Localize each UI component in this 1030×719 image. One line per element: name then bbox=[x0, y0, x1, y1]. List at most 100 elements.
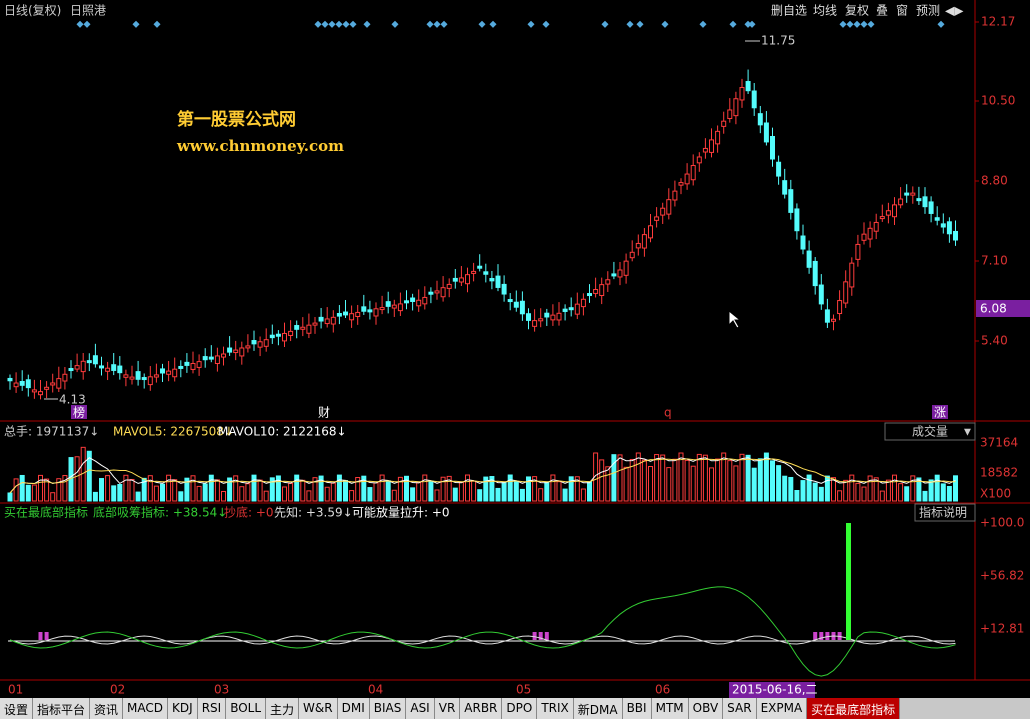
tab[interactable]: BOLL bbox=[226, 698, 267, 719]
candle-body bbox=[690, 165, 696, 181]
candle-body bbox=[587, 293, 592, 297]
candle-body bbox=[745, 81, 751, 92]
volume-bar bbox=[910, 475, 916, 502]
signal-diamond bbox=[729, 20, 737, 28]
volume-bar bbox=[654, 454, 660, 502]
candle-body bbox=[934, 217, 940, 221]
candle-body bbox=[721, 120, 727, 127]
volume-bar bbox=[898, 483, 904, 502]
chart-mode: 日线(复权) bbox=[4, 4, 61, 18]
toolbar-button[interactable]: 均线 bbox=[813, 4, 837, 18]
volume-bar bbox=[318, 475, 324, 502]
toolbar-button[interactable]: 复权 bbox=[845, 4, 869, 18]
tab[interactable]: MACD bbox=[123, 698, 169, 719]
volume-bar bbox=[19, 474, 25, 502]
tab[interactable]: BIAS bbox=[369, 698, 407, 719]
candle-body bbox=[849, 262, 855, 288]
candle-body bbox=[483, 271, 489, 275]
tab[interactable]: ASI bbox=[406, 698, 435, 719]
current-price-box bbox=[976, 300, 1030, 317]
tab[interactable]: MTM bbox=[651, 698, 689, 719]
volume-bar bbox=[38, 474, 43, 502]
volume-bar bbox=[465, 474, 470, 502]
tab[interactable]: TRIX bbox=[537, 698, 574, 719]
volume-bar bbox=[153, 485, 159, 502]
background bbox=[0, 0, 1030, 698]
indicator-stat: 先知: +3.59↓ bbox=[274, 506, 353, 520]
volume-bar bbox=[184, 477, 190, 502]
volume-bar bbox=[422, 474, 428, 502]
help-label[interactable]: 指标说明 bbox=[919, 505, 967, 520]
volume-bar bbox=[879, 490, 885, 502]
toolbar-button[interactable]: 窗 bbox=[896, 4, 908, 18]
candle-body bbox=[25, 379, 31, 389]
signal-diamond bbox=[478, 20, 486, 28]
volume-bar bbox=[166, 474, 172, 502]
signal-diamond bbox=[391, 20, 399, 28]
volume-bar bbox=[709, 467, 714, 502]
signal-spike bbox=[846, 523, 851, 640]
volume-bar bbox=[397, 476, 403, 502]
volume-bar bbox=[355, 477, 361, 502]
tab[interactable]: OBV bbox=[688, 698, 724, 719]
volume-bar bbox=[373, 482, 379, 502]
tab[interactable]: BBI bbox=[622, 698, 652, 719]
tab[interactable]: 设置 bbox=[0, 698, 34, 719]
volume-bar bbox=[477, 489, 483, 502]
candle-body bbox=[184, 361, 190, 366]
stock-name: 日照港 bbox=[70, 4, 106, 18]
tab[interactable]: 新DMA bbox=[573, 698, 623, 719]
candle-body bbox=[715, 130, 721, 145]
toolbar-button[interactable]: ◀▶ bbox=[945, 4, 964, 18]
candle-body bbox=[404, 300, 409, 304]
volume-bar bbox=[489, 476, 495, 502]
volume-bar bbox=[147, 475, 153, 502]
signal-diamond bbox=[132, 20, 140, 28]
volume-bar bbox=[855, 482, 861, 502]
signal-diamond bbox=[744, 20, 752, 28]
candle-body bbox=[776, 161, 782, 177]
volume-bar bbox=[257, 479, 263, 502]
tab[interactable]: 资讯 bbox=[90, 698, 124, 719]
signal-diamond bbox=[489, 20, 497, 28]
candle-body bbox=[617, 269, 623, 278]
tab[interactable]: SAR bbox=[723, 698, 757, 719]
tab[interactable]: DPO bbox=[502, 698, 538, 719]
indicator-select-label[interactable]: 成交量 bbox=[912, 424, 948, 439]
candle-body bbox=[788, 189, 794, 213]
indicator-select[interactable] bbox=[884, 422, 976, 441]
signal-diamond bbox=[527, 20, 535, 28]
tab[interactable]: 买在最底部指标 bbox=[807, 698, 901, 719]
candle-body bbox=[885, 210, 891, 216]
help-button[interactable] bbox=[914, 503, 976, 522]
tab[interactable]: RSI bbox=[197, 698, 227, 719]
candle-body bbox=[373, 308, 379, 317]
toolbar-button[interactable]: 叠 bbox=[876, 4, 888, 18]
volume-bar bbox=[13, 478, 19, 502]
toolbar-button[interactable]: 预测 bbox=[916, 4, 940, 18]
tab[interactable]: EXPMA bbox=[756, 698, 808, 719]
tab[interactable]: W&R bbox=[299, 698, 338, 719]
event-marker: 榜 bbox=[73, 405, 85, 420]
volume-bar bbox=[92, 491, 98, 502]
candle-body bbox=[709, 139, 714, 153]
candle-body bbox=[190, 363, 196, 370]
tab[interactable]: 指标平台 bbox=[33, 698, 91, 719]
candle-body bbox=[153, 374, 159, 378]
tab[interactable]: DMI bbox=[337, 698, 370, 719]
tab[interactable]: VR bbox=[434, 698, 461, 719]
volume-bar bbox=[739, 453, 745, 502]
tab[interactable]: 主力 bbox=[266, 698, 300, 719]
candle-body bbox=[135, 371, 141, 380]
candle-body bbox=[867, 227, 873, 240]
volume-bar bbox=[617, 454, 623, 502]
tab[interactable]: ARBR bbox=[460, 698, 503, 719]
volume-bar bbox=[239, 486, 245, 502]
candle-body bbox=[111, 364, 117, 371]
toolbar-button[interactable]: 删自选 bbox=[771, 4, 807, 18]
candle-body bbox=[611, 273, 617, 277]
candle-body bbox=[556, 312, 562, 321]
volume-bar bbox=[129, 478, 135, 502]
volume-bar bbox=[861, 486, 867, 502]
tab[interactable]: KDJ bbox=[168, 698, 198, 719]
